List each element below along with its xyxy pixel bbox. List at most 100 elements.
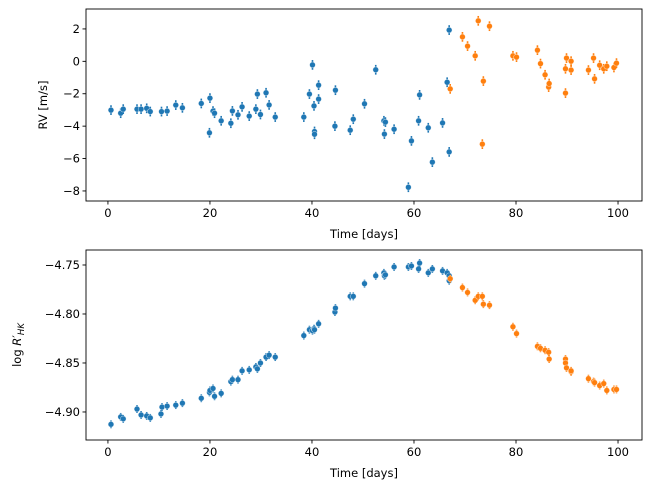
data-point	[137, 105, 145, 113]
data-point	[120, 415, 127, 423]
data-point	[445, 26, 453, 34]
data-point	[311, 326, 318, 333]
data-point	[158, 403, 166, 411]
x-tick-label: 0	[104, 445, 111, 459]
data-point	[567, 367, 575, 375]
data-point	[206, 94, 214, 102]
data-point	[372, 272, 379, 279]
data-point	[350, 293, 357, 300]
data-point	[163, 402, 171, 410]
data-point	[229, 376, 236, 383]
data-point	[596, 62, 603, 69]
data-point	[415, 117, 422, 124]
activity-series-blue	[107, 259, 453, 429]
data-point	[209, 385, 217, 392]
data-point	[464, 289, 471, 296]
data-point	[545, 80, 553, 87]
activity-axes-frame	[85, 249, 643, 441]
data-point	[390, 126, 398, 133]
data-point	[227, 120, 235, 127]
data-point	[585, 66, 592, 74]
data-point	[408, 137, 415, 145]
data-point	[382, 118, 389, 126]
data-point	[459, 284, 466, 291]
data-point	[537, 60, 544, 67]
data-point	[147, 414, 154, 422]
activity-subplot: Time [days] log R′HK 0 20 40 60 80 100 −4.90 −4…	[10, 249, 643, 480]
x-tick-label: 80	[509, 445, 524, 459]
data-point	[464, 42, 471, 50]
data-point	[300, 113, 308, 121]
data-point	[332, 86, 339, 94]
data-point	[310, 102, 318, 110]
y-tick-label: 0	[73, 54, 80, 68]
data-point	[272, 113, 279, 121]
data-point	[545, 355, 553, 363]
data-point	[137, 411, 145, 419]
data-point	[534, 46, 541, 54]
data-point	[600, 380, 607, 387]
data-point	[107, 106, 115, 114]
data-point	[311, 131, 318, 138]
data-point	[257, 359, 264, 367]
data-point	[425, 124, 432, 131]
data-point	[475, 17, 482, 25]
data-point	[381, 130, 388, 138]
data-point	[265, 351, 273, 359]
data-point	[257, 111, 264, 118]
data-point	[486, 301, 493, 309]
activity-y-axis-label: log R′HK	[10, 322, 27, 367]
data-point	[429, 158, 436, 166]
data-point	[613, 386, 620, 393]
data-point	[541, 71, 549, 78]
data-point	[513, 53, 520, 61]
data-point	[613, 59, 620, 67]
data-point	[306, 90, 313, 98]
data-point	[447, 275, 454, 282]
data-point	[416, 91, 423, 99]
x-tick-label: 0	[104, 206, 111, 220]
data-point	[234, 376, 242, 383]
data-point	[272, 353, 279, 361]
data-point	[567, 66, 575, 74]
data-point	[107, 421, 115, 428]
data-point	[472, 52, 479, 60]
data-point	[372, 66, 379, 73]
x-tick-label: 20	[203, 206, 218, 220]
data-point	[591, 75, 598, 83]
data-point	[382, 271, 389, 278]
rv-subplot: Time [days] RV [m/s] 0 20 40 60 80 100−8−6−4−…	[36, 8, 643, 241]
x-tick-label: 40	[305, 445, 320, 459]
data-point	[133, 405, 141, 413]
rv-series-orange	[447, 15, 620, 149]
data-point	[443, 79, 451, 86]
data-point	[347, 126, 354, 134]
data-point	[315, 320, 322, 327]
rv-axes-frame	[85, 8, 643, 202]
data-point	[567, 57, 575, 65]
data-point	[415, 265, 422, 273]
data-point	[459, 33, 466, 41]
data-point	[234, 111, 242, 119]
x-tick-label: 100	[607, 445, 629, 459]
ylabel-subscript: HK	[17, 322, 27, 335]
data-point	[480, 300, 487, 308]
y-tick-label: −8	[63, 184, 80, 198]
y-tick-label: −4.90	[45, 405, 80, 419]
ylabel-prime: ′	[10, 335, 24, 338]
x-tick-label: 60	[407, 445, 422, 459]
data-point	[300, 332, 308, 339]
data-point	[513, 330, 520, 337]
y-tick-label: −4	[63, 119, 80, 133]
data-point	[486, 22, 493, 30]
data-point	[591, 379, 598, 386]
data-point	[254, 90, 261, 98]
data-point	[429, 265, 436, 273]
data-point	[479, 140, 486, 148]
data-point	[603, 62, 611, 70]
x-tick-label: 40	[305, 206, 320, 220]
x-tick-label: 80	[509, 206, 524, 220]
data-point	[254, 365, 261, 373]
data-point	[120, 105, 127, 113]
data-point	[217, 117, 225, 124]
